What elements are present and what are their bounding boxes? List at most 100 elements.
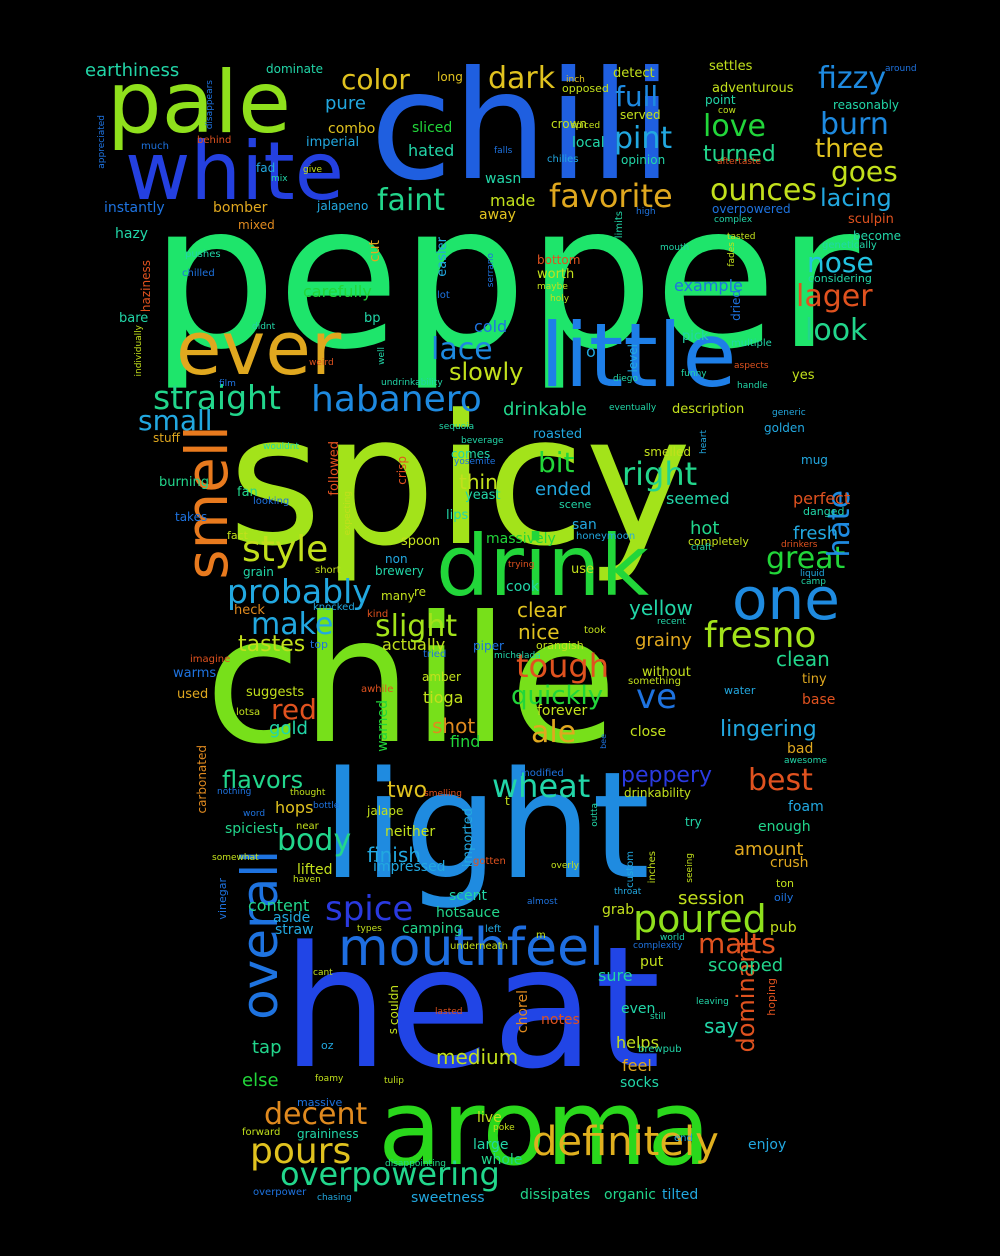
word-spoon: spoon bbox=[401, 534, 441, 549]
word-lifted: lifted bbox=[297, 862, 333, 878]
word-bomber: bomber bbox=[213, 200, 268, 216]
word-peppery: peppery bbox=[621, 763, 713, 788]
word-hoping: hoping bbox=[765, 978, 778, 1016]
word-recent: recent bbox=[657, 617, 686, 627]
word-heart: heart bbox=[699, 430, 709, 454]
word-chilies: chilies bbox=[547, 154, 579, 165]
word-carbonated: carbonated bbox=[195, 745, 209, 814]
word-graininess: graininess bbox=[297, 1127, 359, 1141]
word-near: near bbox=[296, 821, 319, 832]
word-ve: ve bbox=[636, 677, 678, 717]
word-craft: craft bbox=[691, 543, 712, 553]
word-disappointing: disappointing bbox=[385, 1159, 447, 1169]
word-smelling: smelling bbox=[424, 789, 462, 799]
word-inch: inch bbox=[566, 75, 585, 85]
word-cook: cook bbox=[506, 579, 539, 595]
word-instantly: instantly bbox=[104, 200, 165, 216]
word-nose: nose bbox=[807, 246, 874, 279]
word-red: red bbox=[271, 693, 317, 726]
word-lager: lager bbox=[796, 279, 873, 314]
word-become: become bbox=[853, 229, 902, 243]
word-faint: faint bbox=[377, 183, 446, 218]
word-completely: completely bbox=[688, 535, 749, 548]
word-left: left bbox=[485, 924, 502, 935]
word-maybe: maybe bbox=[537, 282, 568, 292]
word-drink: drink bbox=[436, 517, 650, 615]
word-yes: yes bbox=[792, 368, 815, 383]
word-yosemite: yosemite bbox=[454, 457, 496, 467]
word-opinion: opinion bbox=[621, 153, 666, 167]
word-something: something bbox=[628, 676, 681, 687]
word-almost: almost bbox=[527, 897, 558, 907]
word-tioga: tioga bbox=[423, 688, 464, 707]
word-comes: comes bbox=[451, 447, 491, 461]
word-water: water bbox=[724, 684, 756, 697]
word-much: much bbox=[141, 141, 169, 152]
word-throat: throat bbox=[614, 887, 642, 897]
word-goes: goes bbox=[831, 155, 898, 188]
word-generic: generic bbox=[772, 408, 806, 418]
word-bp: bp bbox=[364, 311, 381, 326]
word-slowly: slowly bbox=[449, 358, 524, 386]
word-actually: actually bbox=[382, 635, 446, 654]
word-favorite: favorite bbox=[549, 177, 673, 215]
word-liquid: liquid bbox=[800, 569, 825, 579]
word-cow: cow bbox=[718, 106, 736, 116]
word-malts: malts bbox=[698, 927, 776, 960]
word-mix: mix bbox=[271, 174, 288, 184]
word-tilted: tilted bbox=[662, 1187, 699, 1203]
word-short: short bbox=[315, 565, 341, 576]
word-medium: medium bbox=[436, 1045, 519, 1069]
word-world: world bbox=[660, 933, 685, 943]
word-tough: tough bbox=[516, 647, 609, 685]
word-grain: grain bbox=[243, 565, 274, 579]
word-right: right bbox=[622, 455, 698, 493]
word-wasn: wasn bbox=[485, 171, 522, 187]
word-impressed: impressed bbox=[373, 859, 446, 875]
word-poke: poke bbox=[493, 1123, 515, 1133]
word-style: style bbox=[242, 529, 329, 570]
word-body: body bbox=[277, 823, 352, 858]
word-sequoia: sequoia bbox=[439, 422, 475, 432]
word-seeing: seeing bbox=[685, 853, 695, 883]
word-tried: tried bbox=[423, 649, 447, 660]
word-look: look bbox=[805, 313, 868, 348]
word-considering: considering bbox=[808, 272, 872, 285]
word-piper: piper bbox=[473, 639, 504, 653]
word-aspects: aspects bbox=[734, 361, 769, 371]
word-massively: massively bbox=[486, 531, 556, 547]
word-yeast: yeast bbox=[465, 488, 501, 503]
word-outta: outta bbox=[590, 803, 600, 827]
word-example: example bbox=[674, 276, 743, 295]
word-two: two bbox=[387, 778, 428, 803]
word-lace: lace bbox=[431, 332, 493, 367]
word-nice: nice bbox=[518, 620, 560, 644]
word-scooped: scooped bbox=[708, 955, 784, 976]
word-vinegar: vinegar bbox=[216, 878, 229, 920]
word-make: make bbox=[251, 607, 334, 642]
word-warms: warms bbox=[173, 666, 217, 681]
word-ale: ale bbox=[531, 715, 577, 750]
word-individually: individually bbox=[134, 325, 144, 377]
word-love: love bbox=[703, 109, 766, 144]
word-even: even bbox=[621, 1001, 656, 1017]
word-ever: ever bbox=[176, 306, 342, 392]
word-clean: clean bbox=[776, 647, 830, 671]
word-tasted: tasted bbox=[727, 232, 756, 242]
word-chasing: chasing bbox=[317, 1193, 352, 1203]
word-probably: probably bbox=[227, 572, 372, 611]
word-golden: golden bbox=[764, 421, 805, 435]
word-s: s bbox=[386, 1028, 400, 1035]
word-away: away bbox=[479, 207, 516, 223]
word-expecting: expecting bbox=[343, 491, 353, 536]
word-combo: combo bbox=[328, 121, 376, 137]
word-end: end bbox=[674, 1133, 693, 1144]
word-cut: cut bbox=[367, 240, 383, 263]
word-types: types bbox=[357, 924, 382, 934]
word-haven: haven bbox=[293, 875, 321, 885]
word-looking: looking bbox=[253, 496, 290, 507]
word-fresno: fresno bbox=[704, 615, 817, 656]
word-easier: easier bbox=[435, 237, 450, 277]
word-word: word bbox=[243, 809, 266, 819]
word-light: light bbox=[322, 740, 651, 912]
